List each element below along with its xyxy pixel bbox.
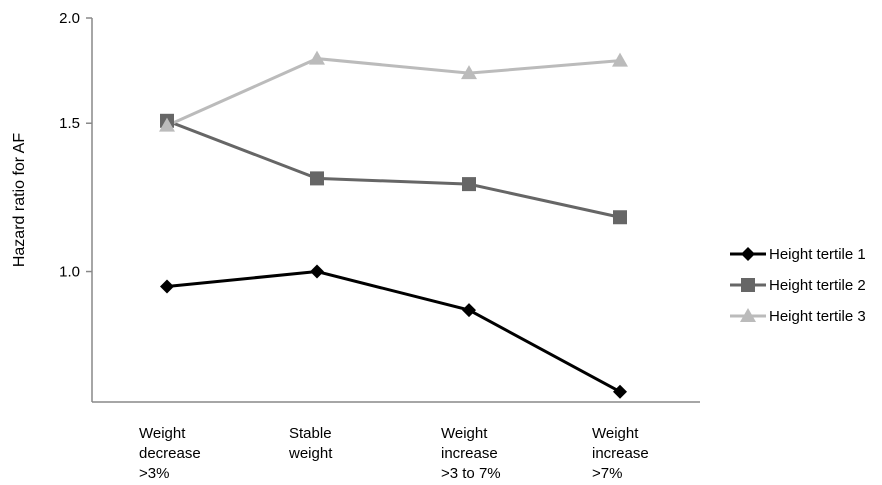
category-label-line: >3 to 7%: [441, 465, 501, 482]
series-lines: [167, 59, 620, 392]
category-label-line: Weight: [139, 425, 186, 442]
category-label-line: >7%: [592, 465, 622, 482]
data-point-series-1: [310, 265, 324, 279]
data-point-series-1: [160, 279, 174, 293]
category-label-line: Weight: [592, 425, 639, 442]
axes: [92, 18, 700, 402]
category-label-line: decrease: [139, 445, 201, 462]
category-label: Weight decrease >3%: [139, 425, 201, 482]
legend-label: Height tertile 2: [769, 277, 866, 294]
data-point-series-1: [462, 303, 476, 317]
series-line-2: [167, 121, 620, 217]
category-label-line: weight: [288, 445, 333, 462]
data-point-series-2: [310, 171, 324, 185]
y-tick-label: 1.5: [59, 115, 80, 132]
legend: Height tertile 1 Height tertile 2 Height t…: [730, 246, 866, 325]
category-labels: Weight decrease >3% Stable weight Weight incre…: [139, 425, 649, 482]
series-line-1: [167, 272, 620, 392]
category-label-line: Weight: [441, 425, 488, 442]
category-label-line: >3%: [139, 465, 169, 482]
legend-item-3: Height tertile 3: [730, 308, 866, 325]
data-point-series-1: [613, 385, 627, 399]
legend-label: Height tertile 1: [769, 246, 866, 263]
legend-item-1: Height tertile 1: [730, 246, 866, 263]
legend-item-2: Height tertile 2: [730, 277, 866, 294]
legend-label: Height tertile 3: [769, 308, 866, 325]
y-axis-label: Hazard ratio for AF: [11, 133, 28, 268]
category-label-line: increase: [441, 445, 498, 462]
y-tick-label: 1.0: [59, 264, 80, 281]
y-tick-label: 2.0: [59, 10, 80, 27]
category-label-line: Stable: [289, 425, 332, 442]
category-label: Weight increase >7%: [592, 425, 649, 482]
series-markers: [159, 51, 628, 399]
data-point-series-2: [613, 210, 627, 224]
category-label-line: increase: [592, 445, 649, 462]
y-ticks: 1.0 1.5 2.0: [59, 10, 92, 281]
data-point-series-2: [462, 177, 476, 191]
series-line-3: [167, 59, 620, 126]
legend-marker: [741, 247, 755, 261]
legend-marker: [741, 278, 755, 292]
data-point-series-3: [309, 51, 325, 65]
category-label: Stable weight: [288, 425, 333, 462]
category-label: Weight increase >3 to 7%: [441, 425, 501, 482]
